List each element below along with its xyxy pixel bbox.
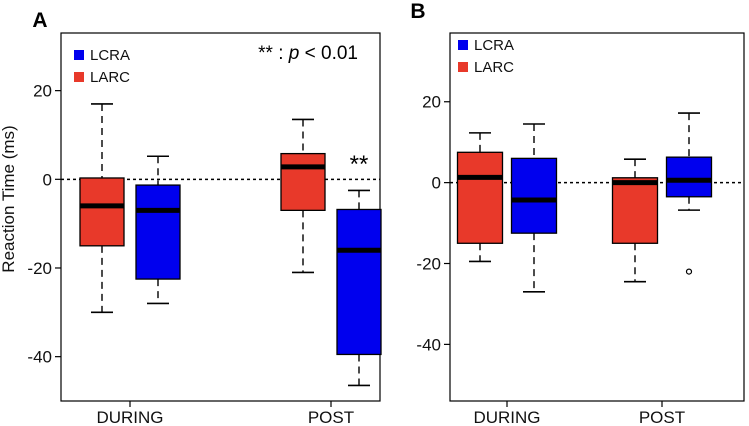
y-tick-label: -20 [416, 255, 441, 274]
iqr-box [336, 208, 382, 356]
box-lcra-during [135, 155, 181, 305]
y-tick-label: 0 [43, 170, 52, 189]
x-tick-label-during: DURING [473, 408, 540, 426]
legend-label-lcra: LCRA [474, 37, 514, 54]
note-prefix: ** : [258, 43, 289, 64]
note-p: p [288, 43, 300, 64]
note-suffix: < 0.01 [299, 43, 358, 64]
legend-swatch-lcra [74, 50, 84, 60]
iqr-box [611, 177, 659, 244]
iqr-box [135, 184, 181, 280]
box-larc-post [611, 158, 659, 283]
iqr-box [510, 157, 558, 234]
legend-swatch-larc [458, 62, 468, 72]
legend-swatch-lcra [458, 40, 468, 50]
panel-letter: A [32, 9, 47, 32]
y-tick-label: -40 [27, 348, 52, 367]
x-tick-label-post: POST [308, 408, 354, 426]
panel-a: A 20 0 -20 -40 DURING POST Reaction Time (ms) LC… [0, 9, 382, 426]
legend-label-larc: LARC [90, 69, 130, 86]
box-larc-during [79, 103, 125, 314]
iqr-box [79, 177, 125, 247]
x-tick-label-during: DURING [96, 408, 163, 426]
panel-letter: B [410, 0, 425, 23]
significance-stars: ** [350, 151, 369, 178]
y-tick-label: 20 [422, 93, 441, 112]
legend-label-lcra: LCRA [90, 47, 130, 64]
significance-note: ** : p < 0.01 [258, 43, 358, 64]
iqr-box [456, 151, 504, 244]
y-tick-label: -40 [416, 335, 441, 354]
iqr-box [665, 156, 713, 198]
box-larc-during [456, 132, 504, 263]
box-lcra-during [510, 123, 558, 293]
box-lcra-post [336, 189, 382, 387]
outlier-point [685, 268, 693, 275]
x-tick-label-post: POST [639, 408, 685, 426]
box-larc-post [280, 118, 326, 274]
plot-frame [449, 32, 745, 402]
box-lcra-post [665, 112, 713, 275]
y-tick-label: 0 [432, 174, 441, 193]
y-tick-label: -20 [27, 259, 52, 278]
y-tick-label: 20 [33, 82, 52, 101]
y-axis-label: Reaction Time (ms) [0, 125, 18, 272]
legend-label-larc: LARC [474, 59, 514, 76]
legend: LCRA LARC [458, 37, 514, 76]
panel-b: B 20 0 -20 -40 DURING POST LCRA LARC [410, 0, 745, 426]
legend: LCRA LARC [74, 47, 130, 86]
legend-swatch-larc [74, 72, 84, 82]
iqr-box [280, 152, 326, 211]
